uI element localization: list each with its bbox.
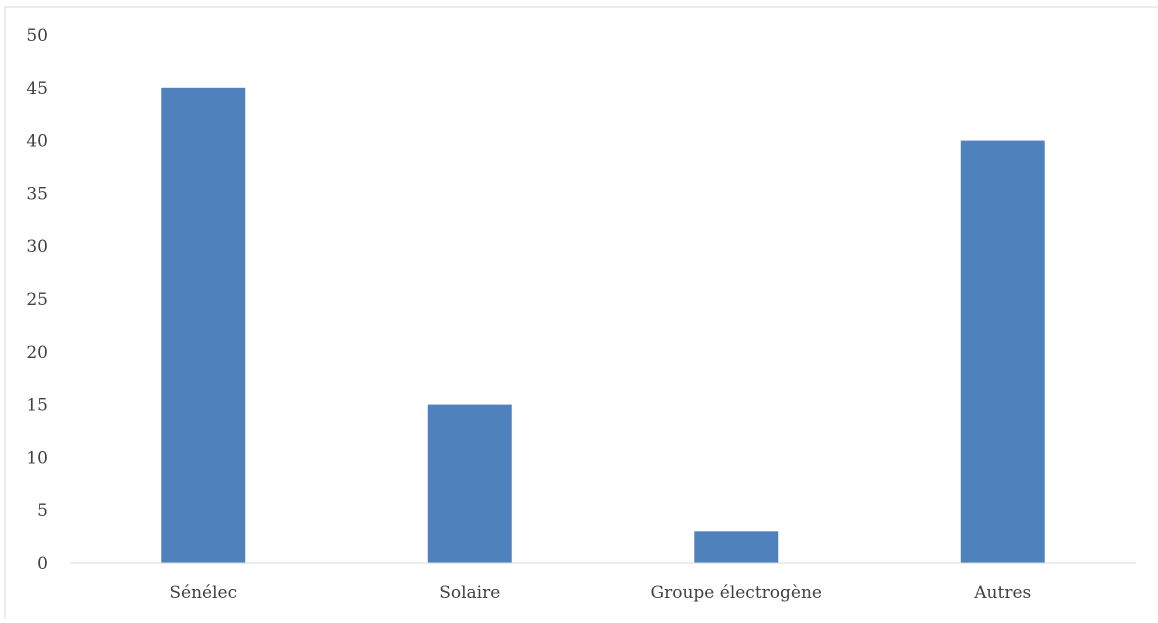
x-tick-label: Autres: [973, 583, 1031, 603]
y-tick-label: 30: [26, 237, 48, 257]
bar: [694, 531, 779, 563]
y-tick-label: 10: [26, 448, 48, 468]
bars-group: [161, 87, 1045, 564]
bar: [960, 140, 1045, 563]
y-tick-label: 35: [26, 184, 48, 204]
y-tick-label: 20: [26, 343, 48, 363]
y-tick-label: 5: [37, 501, 48, 521]
y-tick-label: 25: [26, 290, 48, 310]
y-tick-label: 40: [26, 132, 48, 152]
bar: [427, 404, 512, 563]
y-axis-ticks: 0 5 10 15 20 25 30 35 40 45 50: [26, 26, 48, 574]
x-tick-label: Sénélec: [169, 583, 237, 603]
y-tick-label: 45: [26, 79, 48, 99]
x-axis-labels: Sénélec Solaire Groupe électrogène Autres: [169, 583, 1031, 603]
x-tick-label: Solaire: [439, 583, 500, 603]
y-tick-label: 15: [26, 396, 48, 416]
y-tick-label: 50: [26, 26, 48, 46]
y-tick-label: 0: [37, 554, 48, 574]
x-tick-label: Groupe électrogène: [651, 583, 822, 603]
bar: [161, 87, 246, 564]
